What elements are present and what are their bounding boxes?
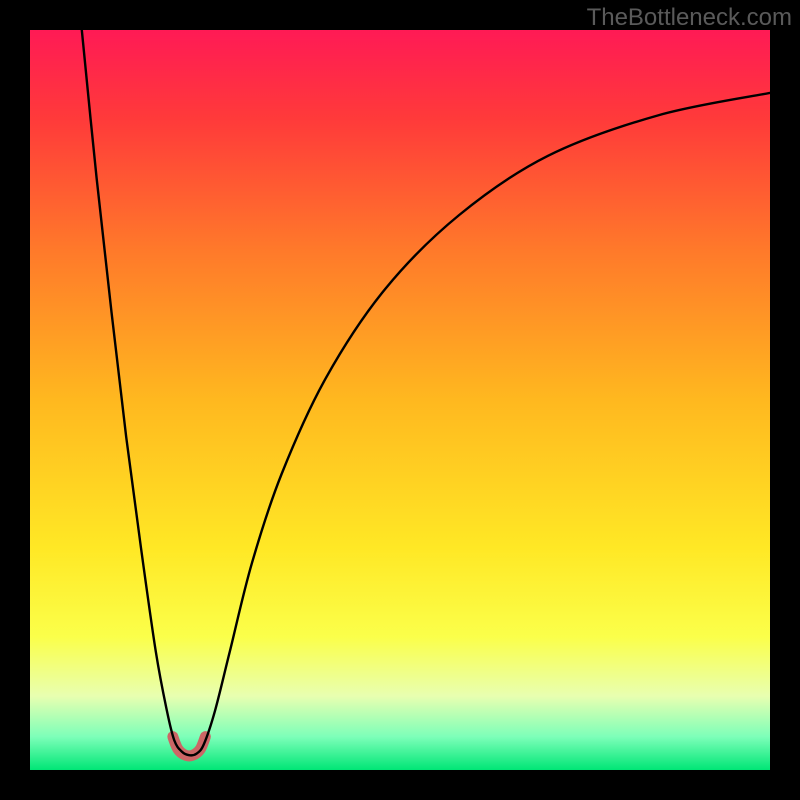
chart-svg	[0, 0, 800, 800]
plot-background	[30, 30, 770, 770]
chart-frame: TheBottleneck.com	[0, 0, 800, 800]
attribution-text: TheBottleneck.com	[587, 4, 792, 32]
